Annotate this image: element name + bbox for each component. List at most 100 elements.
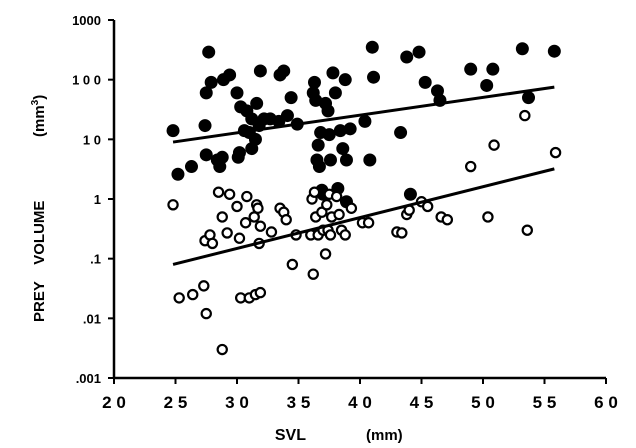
x-tick-label: 3 0 (225, 393, 249, 412)
x-tick-label: 5 5 (533, 393, 557, 412)
x-tick-label: 2 5 (164, 393, 188, 412)
open-data-point (233, 232, 246, 244)
open-data-point (239, 217, 252, 229)
y-tick-label: 1 0 0 (72, 73, 101, 88)
filled-data-point (277, 64, 291, 78)
filled-data-point (253, 64, 267, 78)
x-axis-title: SVL (275, 427, 306, 444)
open-data-point (280, 213, 292, 226)
filled-data-point (223, 68, 237, 82)
open-data-point (333, 208, 345, 221)
filled-data-point (215, 150, 229, 164)
x-tick-label: 5 0 (471, 393, 495, 412)
y-axis-unit: (mm3) (30, 95, 48, 137)
regression-lines (172, 85, 555, 266)
open-data-point (308, 186, 321, 198)
open-data-point (198, 280, 210, 292)
y-axis-unit-suffix: ) (31, 95, 48, 100)
y-axis-unit-prefix: (mm (31, 105, 48, 137)
regression-line-open (172, 167, 555, 266)
open-data-point (241, 190, 253, 203)
open-data-point (173, 292, 185, 304)
y-tick-label: .001 (76, 371, 101, 386)
x-tick-label: 2 0 (102, 393, 126, 412)
filled-data-point (198, 119, 212, 133)
open-data-point (212, 186, 225, 198)
open-data-point (231, 200, 243, 213)
open-data-point (252, 202, 264, 214)
open-data-point (321, 199, 333, 211)
open-data-point (521, 224, 533, 236)
filled-data-point (280, 109, 294, 123)
y-axis-title: PREY VOLUME (31, 201, 48, 322)
filled-data-point (166, 124, 180, 138)
filled-data-point (321, 104, 335, 118)
filled-data-point (202, 45, 216, 59)
x-axis-unit: (mm) (366, 427, 403, 444)
filled-data-point (515, 42, 529, 56)
y-tick-label: 1 0 (83, 132, 101, 147)
filled-data-point (171, 167, 185, 181)
open-data-point (488, 139, 500, 151)
filled-data-point (199, 148, 213, 162)
filled-data-point (367, 70, 381, 84)
open-data-point (421, 200, 434, 213)
open-data-point (254, 220, 267, 232)
open-data-point (324, 229, 337, 241)
y-tick-label: .01 (83, 311, 101, 326)
open-data-point (319, 248, 332, 260)
filled-data-point (184, 160, 198, 174)
filled-data-point (394, 126, 408, 140)
open-data-point (519, 109, 531, 122)
x-tick-label: 4 5 (410, 393, 434, 412)
open-data-point (441, 213, 454, 226)
filled-data-point (322, 128, 336, 142)
filled-data-point (339, 153, 353, 167)
open-data-point (200, 307, 212, 320)
filled-data-point (400, 50, 414, 64)
filled-data-point (230, 86, 244, 100)
open-data-point (216, 343, 228, 356)
x-tick-label: 4 0 (348, 393, 372, 412)
open-data-point (330, 190, 343, 203)
open-data-point (465, 160, 477, 173)
filled-data-point (343, 122, 357, 136)
filled-data-point (311, 138, 325, 152)
y-axis-unit-superscript: 3 (30, 99, 41, 105)
filled-data-point (199, 86, 213, 100)
filled-data-point (250, 96, 264, 110)
open-data-point (223, 188, 236, 200)
open-data-point (549, 146, 562, 159)
filled-data-point (403, 187, 417, 201)
filled-data-point (486, 62, 500, 76)
open-data-point (286, 258, 299, 271)
open-data-point (265, 226, 278, 238)
regression-line-filled (172, 85, 555, 144)
open-data-point (482, 211, 494, 223)
open-data-point (396, 227, 408, 239)
filled-data-point (418, 75, 432, 89)
open-data-point (167, 199, 179, 211)
open-data-point (307, 268, 319, 280)
filled-data-point (328, 86, 342, 100)
filled-data-point (338, 73, 352, 87)
filled-data-point (312, 160, 326, 174)
filled-data-point (323, 153, 337, 167)
y-tick-label: 1000 (72, 13, 101, 28)
filled-data-point (464, 62, 478, 76)
filled-data-point (363, 153, 377, 167)
points-layer (166, 40, 562, 356)
filled-data-point (412, 45, 426, 59)
filled-data-point (522, 91, 536, 105)
y-tick-label: 1 (94, 192, 101, 207)
filled-data-point (245, 142, 259, 156)
filled-data-point (231, 150, 245, 164)
open-data-point (206, 237, 219, 250)
open-data-point (221, 227, 233, 239)
x-tick-label: 3 5 (287, 393, 311, 412)
filled-data-point (547, 44, 561, 58)
x-tick-label: 6 0 (594, 393, 618, 412)
open-data-point (254, 286, 267, 299)
